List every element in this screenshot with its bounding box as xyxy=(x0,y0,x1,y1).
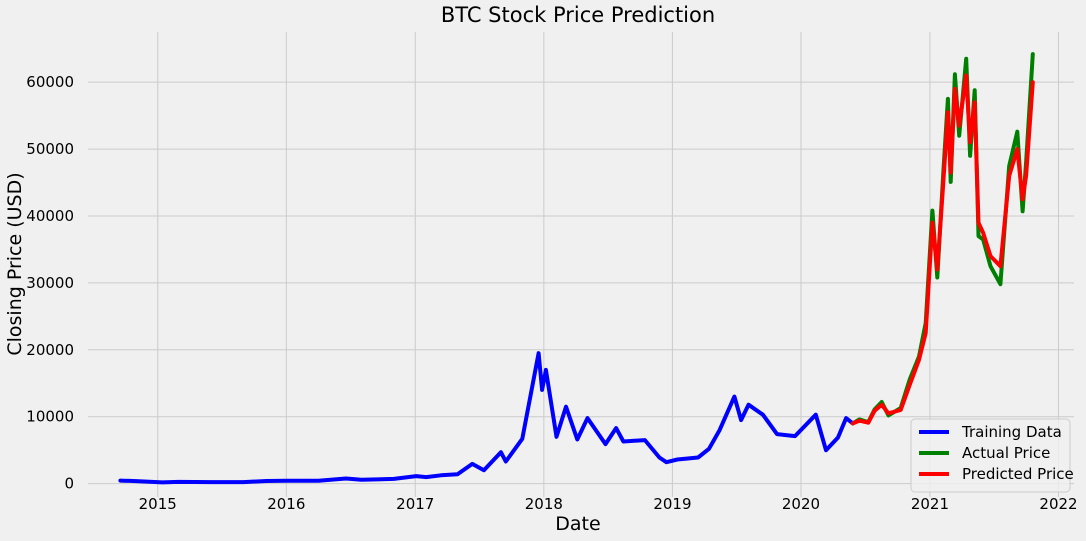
x-tick-label: 2022 xyxy=(1039,495,1077,513)
y-tick-label: 40000 xyxy=(26,207,74,225)
chart-title: BTC Stock Price Prediction xyxy=(441,3,715,27)
legend-label-actual-price: Actual Price xyxy=(962,444,1050,462)
series-line-predicted-price xyxy=(850,73,1035,426)
legend-box xyxy=(910,418,1071,493)
series-line-training-data xyxy=(118,351,855,485)
x-tick-label: 2018 xyxy=(525,495,563,513)
x-tick-label: 2017 xyxy=(396,495,434,513)
x-tick-label: 2016 xyxy=(267,495,305,513)
legend: Training Data Actual Price Predicted Price xyxy=(910,418,1074,493)
legend-label-predicted-price: Predicted Price xyxy=(962,465,1074,483)
y-tick-label: 60000 xyxy=(26,73,74,91)
plot-area xyxy=(88,32,1074,497)
legend-label-training-data: Training Data xyxy=(961,423,1062,441)
y-tick-label: 10000 xyxy=(26,408,74,426)
y-tick-labels: 0 10000 20000 30000 40000 50000 60000 xyxy=(26,73,74,492)
x-tick-label: 2020 xyxy=(782,495,820,513)
y-tick-label: 30000 xyxy=(26,274,74,292)
x-tick-label: 2015 xyxy=(139,495,177,513)
series-lines xyxy=(118,52,1035,485)
y-tick-label: 0 xyxy=(64,475,74,493)
x-tick-label: 2019 xyxy=(653,495,691,513)
y-axis-label: Closing Price (USD) xyxy=(4,172,26,355)
x-axis-label: Date xyxy=(555,513,600,535)
x-tick-labels: 2015 2016 2017 2018 2019 2020 2021 2022 xyxy=(139,495,1078,513)
y-tick-label: 20000 xyxy=(26,341,74,359)
x-tick-label: 2021 xyxy=(911,495,949,513)
y-tick-label: 50000 xyxy=(26,140,74,158)
